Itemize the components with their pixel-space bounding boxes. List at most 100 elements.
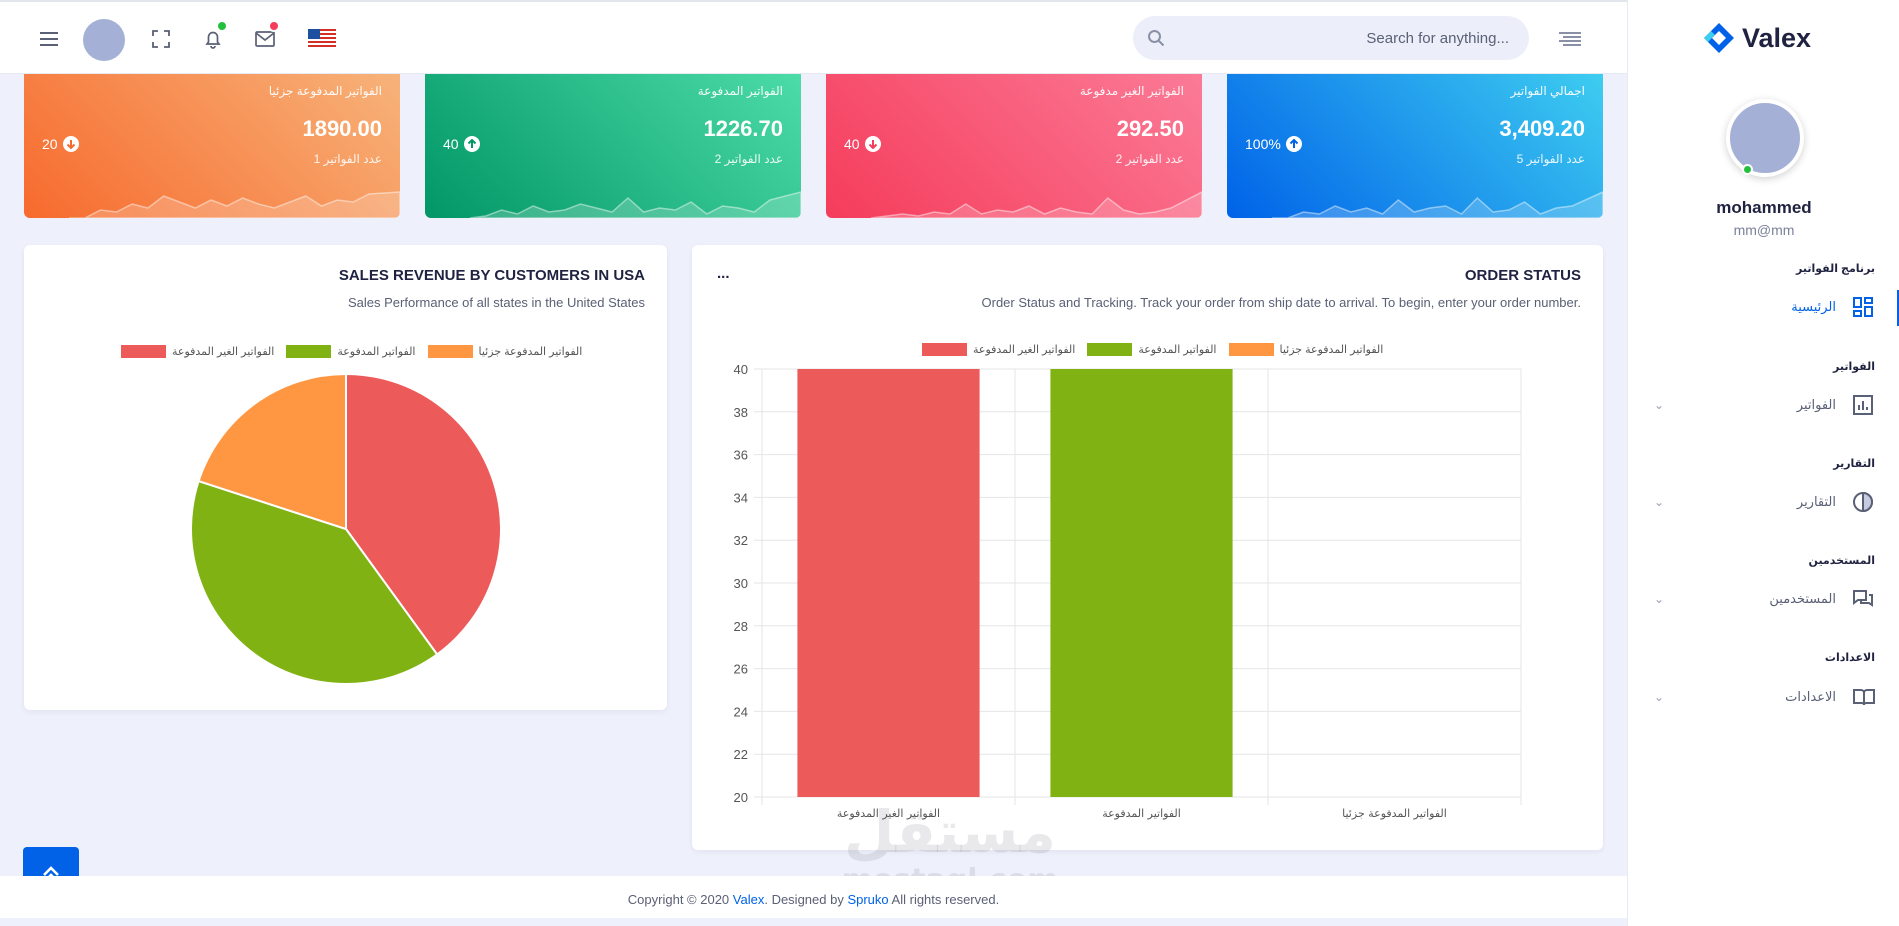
bar	[1050, 369, 1233, 797]
card-percentage-value: 40	[443, 136, 459, 152]
y-tick-label: 36	[734, 448, 748, 463]
y-tick-label: 34	[734, 490, 748, 505]
sidebar: Valex mohammed mm@mm برنامج الفواتير الر…	[1627, 0, 1899, 926]
legend-item[interactable]: الفواتير المدفوعة جزئيا	[427, 345, 582, 358]
notification-dot	[216, 20, 228, 32]
card-title: الفواتير المدفوعة جزئيا	[268, 84, 382, 98]
y-tick-label: 24	[734, 704, 748, 719]
card-count: عدد الفواتير 2	[1115, 152, 1184, 166]
order-status-subtitle: Order Status and Tracking. Track your or…	[981, 295, 1582, 310]
legend-label: الفواتير المدفوعة	[1138, 344, 1217, 356]
sparkline	[1272, 191, 1603, 218]
sidebar-item-users[interactable]: ⌄ المستخدمين	[1628, 582, 1899, 618]
pie-slice[interactable]	[197, 372, 347, 531]
legend-swatch	[922, 343, 967, 356]
legend-item[interactable]: الفواتير الغير المدفوعة	[922, 343, 1075, 356]
footer-brand-link[interactable]: Valex	[732, 892, 765, 907]
sidebar-item-label: الرئيسية	[1791, 299, 1836, 314]
search-input[interactable]	[1179, 16, 1509, 60]
card-percentage-value: 100%	[1245, 136, 1281, 152]
pie-chart	[190, 372, 502, 685]
y-tick-label: 30	[734, 576, 748, 591]
unpaid-invoices-card: الفواتير الغير مدفوعة 292.50 عدد الفواتير …	[826, 74, 1202, 218]
chevron-down-icon: ⌄	[1654, 495, 1665, 509]
fullscreen-icon[interactable]	[144, 22, 178, 56]
legend-label: الفواتير المدفوعة	[337, 346, 416, 358]
y-tick-label: 26	[734, 662, 748, 677]
partially-paid-invoices-card: الفواتير المدفوعة جزئيا 1890.00 عدد الفوات…	[24, 74, 400, 218]
sales-revenue-subtitle: Sales Performance of all states in the U…	[348, 295, 645, 310]
legend-item[interactable]: الفواتير المدفوعة	[1087, 343, 1217, 356]
card-count: عدد الفواتير 5	[1516, 152, 1585, 166]
legend-label: الفواتير الغير المدفوعة	[973, 344, 1076, 356]
arrow-down-circle-icon	[62, 136, 79, 152]
more-options-icon[interactable]: ...	[717, 265, 730, 282]
book-icon	[1852, 686, 1876, 710]
pie-chart-icon	[1852, 491, 1876, 515]
bar-chart-icon	[1852, 394, 1876, 418]
chevron-down-icon: ⌄	[1654, 690, 1665, 704]
paid-invoices-card: الفواتير المدفوعة 1226.70 عدد الفواتير 2 40	[425, 74, 801, 218]
y-tick-label: 32	[734, 533, 748, 548]
footer-copyright: Copyright © 2020	[627, 892, 733, 907]
card-amount: 3,409.20	[1499, 116, 1585, 141]
y-tick-label: 22	[734, 747, 748, 762]
sales-revenue-title: SALES REVENUE BY CUSTOMERS IN USA	[338, 267, 645, 284]
card-amount: 1226.70	[703, 116, 783, 141]
chevron-down-icon: ⌄	[1654, 592, 1665, 606]
bottom-strip	[0, 918, 1627, 926]
arrow-up-circle-icon	[463, 136, 480, 152]
legend-swatch	[1087, 343, 1133, 356]
legend-item[interactable]: الفواتير المدفوعة جزئيا	[1228, 343, 1383, 356]
card-percentage: 40	[844, 136, 881, 152]
sidebar-item-label: الاعدادات	[1785, 689, 1836, 704]
legend-swatch	[121, 345, 166, 358]
footer: Copyright © 2020 Valex. Designed by Spru…	[0, 876, 1627, 918]
card-count: عدد الفواتير 1	[313, 152, 382, 166]
legend-item[interactable]: الفواتير الغير المدفوعة	[121, 345, 274, 358]
brand-logo[interactable]: Valex	[1702, 20, 1811, 56]
menu-icon[interactable]	[32, 22, 66, 56]
card-amount: 1890.00	[302, 116, 382, 141]
card-amount: 292.50	[1116, 116, 1184, 141]
card-percentage-value: 40	[844, 136, 860, 152]
arrow-up-circle-icon	[1285, 136, 1302, 152]
x-tick-label: الفواتير الغير المدفوعة	[837, 807, 940, 820]
x-tick-label: الفواتير المدفوعة جزئيا	[1342, 807, 1447, 820]
valex-logo-icon	[1704, 23, 1734, 53]
sales-revenue-panel: SALES REVENUE BY CUSTOMERS IN USA Sales …	[24, 245, 667, 710]
mail-icon[interactable]	[248, 20, 282, 56]
pie-slice[interactable]	[345, 372, 502, 656]
order-status-panel: ... ORDER STATUS Order Status and Tracki…	[692, 245, 1603, 850]
footer-designer-link[interactable]: Spruko	[847, 892, 889, 907]
search-icon[interactable]	[1147, 29, 1165, 52]
legend-swatch	[427, 345, 473, 358]
x-tick-label: الفواتير المدفوعة	[1102, 807, 1181, 820]
top-header	[0, 0, 1627, 74]
sidebar-item-invoices[interactable]: ⌄ الفواتير	[1628, 388, 1899, 424]
sidebar-category-users: المستخدمين	[1808, 555, 1875, 567]
pie-slice[interactable]	[190, 479, 439, 685]
card-title: الفواتير الغير مدفوعة	[1079, 84, 1184, 98]
sidebar-item-label: الفواتير	[1796, 397, 1836, 412]
sidebar-item-reports[interactable]: ⌄ التقارير	[1628, 485, 1899, 521]
chat-icon	[1852, 588, 1876, 612]
sidebar-category-reports: التقارير	[1833, 458, 1875, 470]
card-percentage: 40	[443, 136, 480, 152]
sidebar-item-home[interactable]: الرئيسية	[1628, 290, 1899, 326]
align-right-icon[interactable]	[1553, 22, 1587, 56]
us-flag-icon[interactable]	[305, 22, 339, 56]
online-status-dot	[1742, 164, 1753, 175]
card-count: عدد الفواتير 2	[714, 152, 783, 166]
sidebar-item-settings[interactable]: ⌄ الاعدادات	[1628, 680, 1899, 716]
header-avatar[interactable]	[83, 19, 125, 61]
user-avatar[interactable]	[1726, 99, 1804, 177]
footer-designed-by: . Designed by	[764, 892, 848, 907]
mail-dot	[268, 20, 280, 32]
arrow-down-circle-icon	[864, 136, 881, 152]
brand-name: Valex	[1742, 22, 1812, 53]
legend-item[interactable]: الفواتير المدفوعة	[286, 345, 416, 358]
bell-icon[interactable]	[196, 20, 230, 56]
bar-chart: 20 22 24 26 28 30 32 34 36 38 40 الفواتير الغير الم…	[734, 362, 1522, 820]
bar-legend: الفواتير الغير المدفوعة الفواتير المدفوعة…	[922, 343, 1383, 356]
